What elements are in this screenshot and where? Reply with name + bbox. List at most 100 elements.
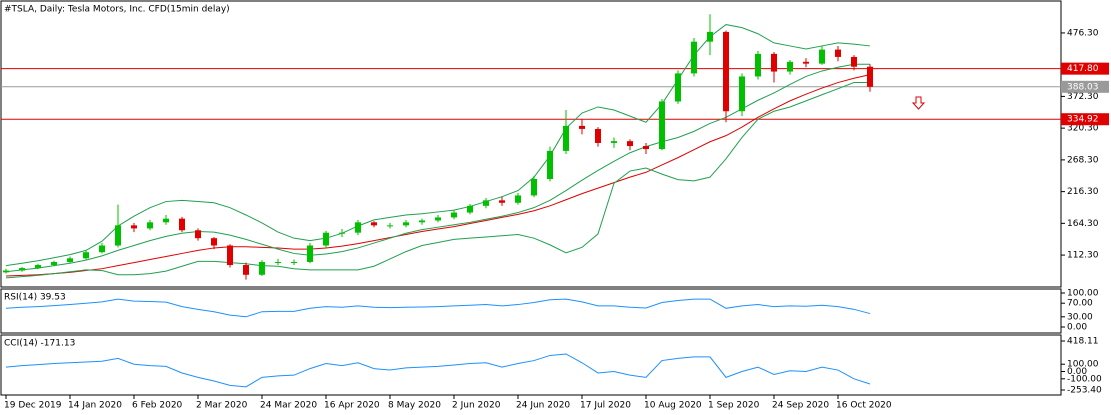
candle-body [723, 31, 729, 112]
x-tick-label: 10 Aug 2020 [644, 401, 702, 411]
main-panel [0, 0, 1062, 288]
candle-body [451, 212, 457, 218]
x-tick-label: 24 Mar 2020 [260, 401, 317, 411]
x-tick-label: 2 Jun 2020 [452, 401, 501, 411]
candle-body [83, 252, 89, 259]
candle-body [803, 61, 809, 64]
x-tick-label: 1 Sep 2020 [708, 401, 760, 411]
candle-body [355, 222, 361, 233]
candle-body [499, 200, 505, 203]
candle-body [99, 245, 105, 253]
candle-body [579, 125, 585, 129]
candle-body [179, 218, 185, 231]
candle-body [643, 146, 649, 150]
y-tick-label: 320.30 [1067, 124, 1099, 134]
x-tick-label: 2 Mar 2020 [196, 401, 248, 411]
candle-body [435, 217, 441, 221]
x-tick-label: 19 Dec 2019 [4, 401, 62, 411]
candle-body [227, 245, 233, 266]
x-tick-label: 24 Sep 2020 [772, 401, 829, 411]
candle-body [323, 232, 329, 246]
candle-body [531, 178, 537, 196]
candle-body [755, 53, 761, 77]
candle-body [51, 261, 57, 266]
x-tick-label: 6 Feb 2020 [132, 401, 183, 411]
candle-body [131, 225, 137, 229]
x-tick-label: 24 Jun 2020 [516, 401, 570, 411]
y-tick-label: 112.30 [1067, 251, 1099, 261]
candle-body [707, 31, 713, 42]
y-tick-label: 216.30 [1067, 187, 1099, 197]
candle-body [515, 195, 521, 203]
indicator-line [5, 353, 871, 388]
cci-panel [0, 334, 1062, 396]
candle-body [35, 265, 41, 269]
candle-body [771, 53, 777, 72]
candle-body [547, 150, 553, 179]
y-tick-label: 0.00 [1067, 367, 1087, 377]
candle-body [819, 49, 825, 64]
candle-body [867, 66, 873, 87]
candle-body [19, 268, 25, 271]
candle-body [739, 76, 745, 112]
indicator-line [5, 24, 871, 267]
candle-body [483, 200, 489, 206]
indicator-line [5, 74, 871, 277]
candle-body [563, 125, 569, 151]
x-tick-label: 8 May 2020 [388, 401, 441, 411]
candle-body [291, 261, 297, 263]
candle-body [467, 205, 473, 213]
y-tick-label: -100.00 [1067, 374, 1102, 384]
candle-body [371, 222, 377, 226]
candle-body [211, 238, 217, 246]
candle-body [115, 225, 121, 246]
candle-body [339, 232, 345, 234]
candle-body [67, 258, 73, 262]
candle-body [163, 218, 169, 223]
candle-body [675, 73, 681, 102]
chart-title: #TSLA, Daily: Tesla Motors, Inc. CFD(15m… [4, 5, 230, 15]
candle-body [259, 261, 265, 275]
y-tick-label: 164.30 [1067, 219, 1099, 229]
candle-body [307, 245, 313, 262]
price-level-label: 417.80 [1067, 64, 1099, 74]
y-tick-label: 100.00 [1067, 289, 1099, 299]
y-tick-label: 476.30 [1067, 28, 1099, 38]
indicator-line [5, 298, 871, 318]
candle-body [691, 41, 697, 74]
candle-body [851, 56, 857, 67]
price-level-label: 388.03 [1067, 82, 1099, 92]
candle-body [387, 225, 393, 227]
candle-body [627, 141, 633, 147]
y-tick-label: 100.00 [1067, 360, 1099, 370]
candle-body [3, 270, 9, 273]
y-tick-label: 30.00 [1067, 312, 1093, 322]
candle-body [787, 61, 793, 72]
cci-title: CCI(14) -171.13 [4, 339, 75, 349]
sell-arrow [911, 96, 926, 110]
y-tick-label: 372.30 [1067, 92, 1099, 102]
x-tick-label: 16 Apr 2020 [324, 401, 380, 411]
candle-body [195, 230, 201, 239]
price-level-label: 334.92 [1067, 115, 1099, 125]
candle-body [147, 222, 153, 229]
y-tick-label: 0.00 [1067, 323, 1087, 333]
candle-body [419, 220, 425, 223]
y-tick-label: -253.40 [1067, 386, 1102, 396]
y-tick-label: 70.00 [1067, 299, 1093, 309]
price-level-tag [1061, 80, 1109, 93]
x-tick-label: 17 Jul 2020 [580, 401, 631, 411]
x-tick-label: 14 Jan 2020 [68, 401, 122, 411]
price-level-tag [1061, 113, 1109, 126]
y-tick-label: 268.30 [1067, 155, 1099, 165]
rsi-title: RSI(14) 39.53 [4, 293, 66, 303]
candle-body [595, 128, 601, 143]
candle-body [403, 222, 409, 226]
candle-body [835, 49, 841, 57]
y-tick-label: 418.11 [1067, 337, 1099, 347]
indicator-line [5, 82, 870, 279]
candle-body [275, 261, 281, 263]
candle-body [243, 265, 249, 275]
candle-body [659, 101, 665, 150]
